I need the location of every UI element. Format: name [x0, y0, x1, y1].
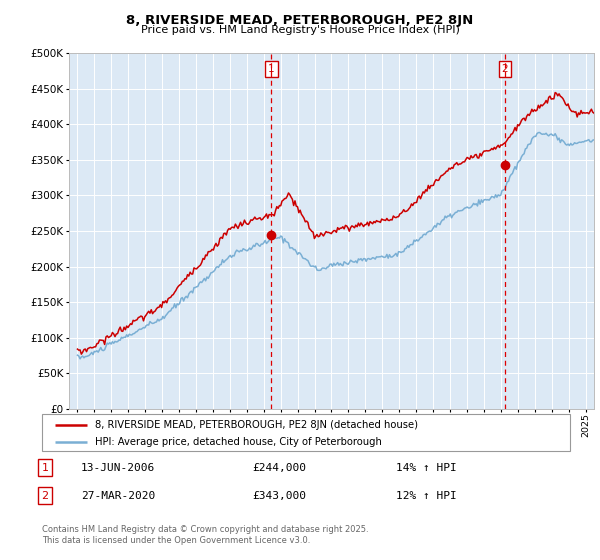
Text: 1: 1: [268, 64, 275, 74]
Text: £244,000: £244,000: [252, 463, 306, 473]
Text: £343,000: £343,000: [252, 491, 306, 501]
Text: 13-JUN-2006: 13-JUN-2006: [81, 463, 155, 473]
Text: 8, RIVERSIDE MEAD, PETERBOROUGH, PE2 8JN: 8, RIVERSIDE MEAD, PETERBOROUGH, PE2 8JN: [127, 14, 473, 27]
Text: 2: 2: [41, 491, 49, 501]
Text: HPI: Average price, detached house, City of Peterborough: HPI: Average price, detached house, City…: [95, 437, 382, 447]
FancyBboxPatch shape: [42, 414, 570, 451]
Text: 14% ↑ HPI: 14% ↑ HPI: [396, 463, 457, 473]
Text: Price paid vs. HM Land Registry's House Price Index (HPI): Price paid vs. HM Land Registry's House …: [140, 25, 460, 35]
Text: 27-MAR-2020: 27-MAR-2020: [81, 491, 155, 501]
Text: Contains HM Land Registry data © Crown copyright and database right 2025.
This d: Contains HM Land Registry data © Crown c…: [42, 525, 368, 545]
Text: 1: 1: [41, 463, 49, 473]
Text: 2: 2: [502, 64, 508, 74]
Text: 8, RIVERSIDE MEAD, PETERBOROUGH, PE2 8JN (detached house): 8, RIVERSIDE MEAD, PETERBOROUGH, PE2 8JN…: [95, 419, 418, 430]
Text: 12% ↑ HPI: 12% ↑ HPI: [396, 491, 457, 501]
